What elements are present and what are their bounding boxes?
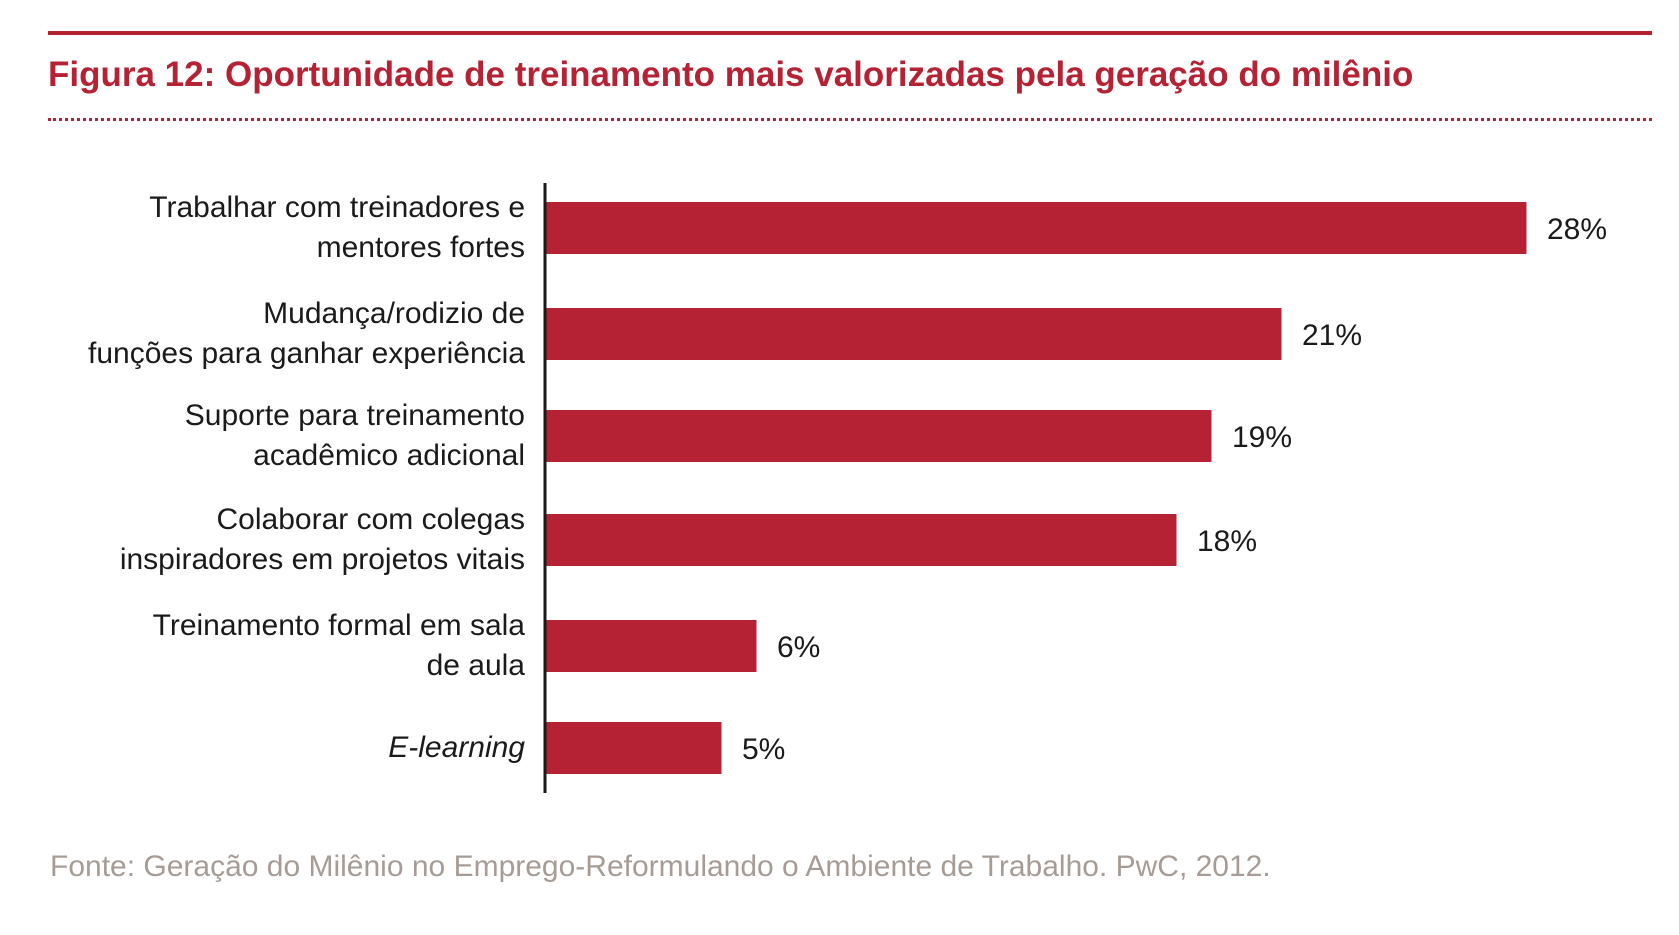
category-label-line: Trabalhar com treinadores e (149, 191, 525, 224)
category-label-3: Colaborar com colegas inspiradores em pro… (45, 500, 525, 580)
value-label-2: 19% (1232, 421, 1292, 454)
value-label-5: 5% (742, 733, 785, 766)
value-label-1: 21% (1302, 319, 1362, 352)
category-label-line: mentores fortes (316, 231, 525, 264)
category-label-2: Suporte para treinamento acadêmico adicio… (45, 396, 525, 476)
category-label-line: funções para ganhar experiência (88, 337, 525, 370)
category-label-line: acadêmico adicional (253, 439, 525, 472)
category-label-1: Mudança/rodizio de funções para ganhar ex… (45, 294, 525, 374)
bar-5 (546, 722, 722, 774)
category-label-line: E-learning (388, 731, 525, 764)
category-label-5: E-learning (45, 728, 525, 768)
bar-0 (546, 202, 1527, 254)
category-label-line: Treinamento formal em sala (152, 609, 525, 642)
category-label-line: de aula (426, 649, 525, 682)
bar-3 (546, 514, 1177, 566)
source-note: Fonte: Geração do Milênio no Emprego-Ref… (50, 850, 1271, 883)
category-label-line: inspiradores em projetos vitais (119, 543, 525, 576)
category-label-4: Treinamento formal em sala de aula (45, 606, 525, 686)
category-label-line: Mudança/rodizio de (263, 297, 525, 330)
category-label-0: Trabalhar com treinadores e mentores fort… (45, 188, 525, 268)
category-label-line: Colaborar com colegas (216, 503, 525, 536)
title-dotted-rule (48, 118, 1652, 121)
value-label-0: 28% (1547, 213, 1607, 246)
value-label-3: 18% (1197, 525, 1257, 558)
chart-title: Figura 12: Oportunidade de treinamento m… (48, 55, 1414, 94)
bar-1 (546, 308, 1282, 360)
bar-4 (546, 620, 757, 672)
value-label-4: 6% (777, 631, 820, 664)
category-label-line: Suporte para treinamento (184, 399, 525, 432)
title-top-rule (48, 31, 1652, 35)
bar-2 (546, 410, 1212, 462)
